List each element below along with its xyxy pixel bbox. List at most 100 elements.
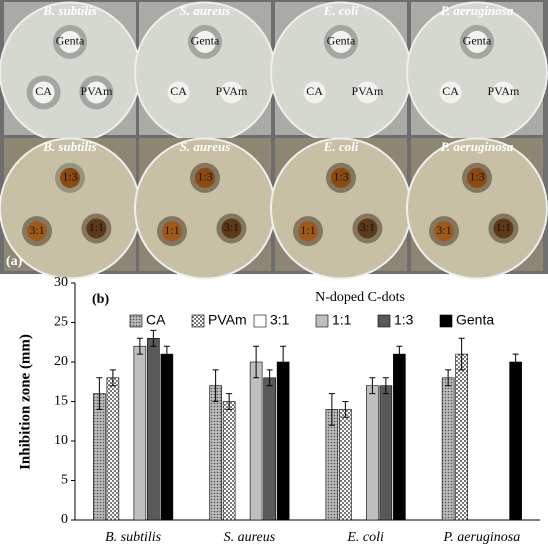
disc-label: CA xyxy=(170,84,187,98)
bar xyxy=(441,377,455,521)
error-bar xyxy=(136,337,143,355)
dish xyxy=(406,137,548,280)
disc-label: 1:1 xyxy=(164,223,179,237)
bar xyxy=(339,409,352,521)
error-bar xyxy=(163,345,170,363)
disc xyxy=(356,81,379,104)
legend-swatch xyxy=(129,314,143,328)
disc-label: 1:1 xyxy=(300,223,315,237)
legend-swatch xyxy=(315,314,329,328)
error-bar xyxy=(369,377,376,395)
disc xyxy=(303,81,326,104)
legend-label: Genta xyxy=(456,312,494,328)
disc-label: 3:1 xyxy=(29,223,44,237)
bar xyxy=(160,353,174,521)
bar xyxy=(509,361,522,521)
error-bar xyxy=(226,393,233,410)
disc-label: CA xyxy=(306,84,323,98)
bar xyxy=(209,385,222,521)
disc-label: Genta xyxy=(191,34,220,48)
bar xyxy=(133,345,147,521)
x-tick-label: S. aureus xyxy=(224,530,276,545)
disc-label: Genta xyxy=(463,34,492,48)
error-bar xyxy=(458,337,465,371)
legend-swatch xyxy=(377,314,391,328)
plate-title: P. aeruginosa xyxy=(441,3,514,18)
error-bar xyxy=(212,369,219,402)
disc xyxy=(60,167,80,188)
y-tick-label: 15 xyxy=(54,394,68,409)
dish xyxy=(134,1,276,144)
disc xyxy=(194,30,216,53)
bar xyxy=(249,361,263,521)
panel-label: (a) xyxy=(6,254,23,269)
x-tick-label: E. coli xyxy=(346,530,384,545)
error-bar xyxy=(280,345,287,379)
y-tick-label: 30 xyxy=(54,275,68,290)
disc-label: Genta xyxy=(56,34,85,48)
y-tick-label: 25 xyxy=(54,315,68,330)
bar xyxy=(366,385,379,521)
disc-label: 1:3 xyxy=(62,170,77,184)
disc xyxy=(167,81,190,104)
panel-label: (b) xyxy=(92,292,109,307)
disc xyxy=(467,167,487,188)
x-tick-label: P. aeruginosa xyxy=(443,530,521,545)
bar xyxy=(276,361,290,521)
plate-title: P. aeruginosa xyxy=(441,139,514,154)
disc-label: 1:1 xyxy=(89,220,104,234)
legend-label: 1:3 xyxy=(394,312,414,328)
disc-label: CA xyxy=(442,84,459,98)
disc-label: PVAm xyxy=(216,84,248,98)
disc xyxy=(85,81,108,104)
error-bar xyxy=(253,345,260,379)
error-bar xyxy=(445,369,452,387)
error-bar xyxy=(96,377,103,410)
error-bar xyxy=(328,393,335,426)
bar xyxy=(455,353,468,521)
disc xyxy=(59,30,81,53)
bar xyxy=(222,401,236,521)
legend-swatch xyxy=(253,314,267,328)
error-bar xyxy=(342,401,349,418)
disc xyxy=(331,167,351,188)
disc xyxy=(86,218,107,239)
legend-label: CA xyxy=(146,312,166,328)
disc-label: 3:1 xyxy=(436,223,451,237)
chart: (b) N-doped C-dots Inhibition zone (mm) xyxy=(17,290,404,470)
dish xyxy=(134,137,276,280)
disc xyxy=(493,218,514,239)
y-tick-label: 10 xyxy=(54,433,68,448)
disc-label: PVAm xyxy=(81,84,113,98)
disc-label: PVAm xyxy=(488,84,520,98)
disc xyxy=(27,221,47,242)
disc-label: 1:3 xyxy=(469,170,484,184)
disc xyxy=(492,81,515,104)
disc-label: PVAm xyxy=(352,84,384,98)
dish xyxy=(0,1,141,144)
disc-label: CA xyxy=(35,84,52,98)
error-bar xyxy=(266,369,273,387)
plate-title: B. subtilis xyxy=(42,3,96,18)
disc xyxy=(162,221,182,242)
y-tick-label: 0 xyxy=(61,512,68,527)
disc xyxy=(220,81,243,104)
disc-label: 1:1 xyxy=(496,220,511,234)
disc xyxy=(195,167,215,188)
legend-swatch xyxy=(191,314,205,328)
plate-title: E. coli xyxy=(323,3,359,18)
error-bar xyxy=(512,353,519,371)
x-tick-label: B. subtilis xyxy=(105,530,162,545)
plate-title: S. aureus xyxy=(180,3,231,18)
bar xyxy=(93,393,106,521)
disc-label: 1:3 xyxy=(197,170,212,184)
disc-label: 1:3 xyxy=(333,170,348,184)
dish xyxy=(406,1,548,144)
bar xyxy=(106,377,120,521)
legend-label: 3:1 xyxy=(270,312,290,328)
photo-panel: B. subtilis Genta CA PVAm S. aureus Genta CA PV… xyxy=(0,1,548,280)
plate-title: S. aureus xyxy=(180,139,231,154)
disc-label: 3:1 xyxy=(224,220,239,234)
error-bar xyxy=(150,329,157,347)
